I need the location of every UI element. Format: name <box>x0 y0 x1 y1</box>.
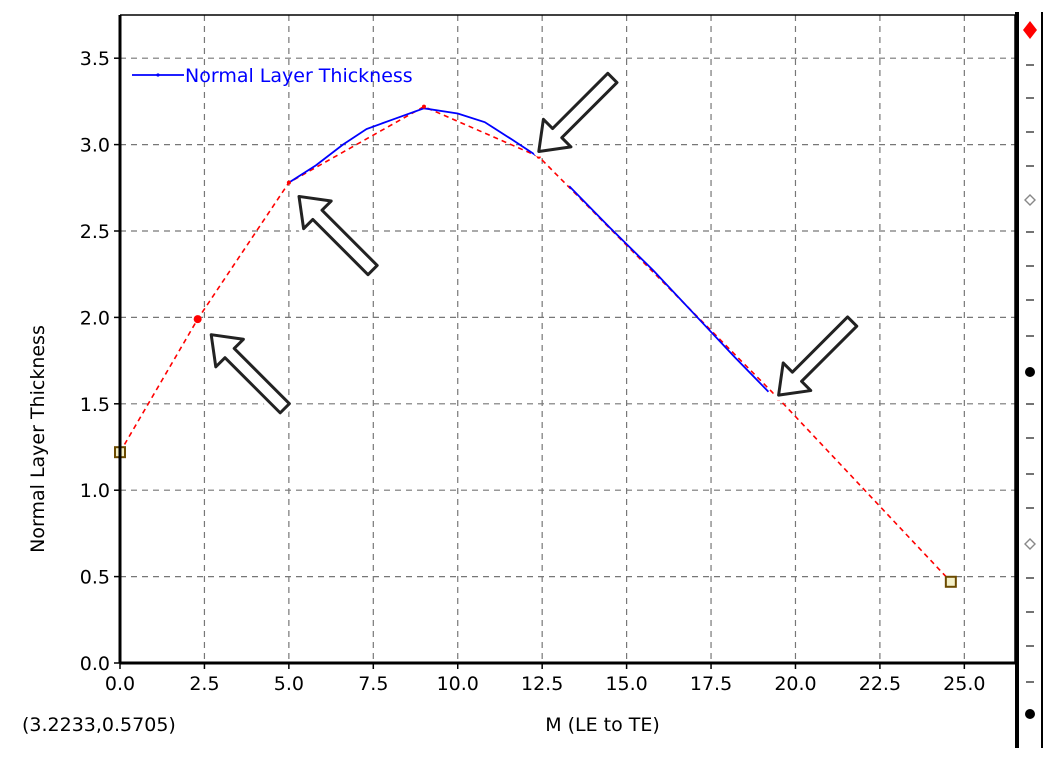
annotation-arrow <box>777 315 859 397</box>
control-point[interactable] <box>421 104 426 109</box>
y-tick-label: 3.5 <box>80 48 110 70</box>
x-tick-label: 20.0 <box>774 673 816 695</box>
annotation-arrow <box>209 333 291 415</box>
x-tick-label: 17.5 <box>690 673 732 695</box>
y-tick-label: 3.0 <box>80 135 110 157</box>
grid <box>120 15 1015 663</box>
x-tick-label: 12.5 <box>521 673 563 695</box>
side-handle-hollow-diamond[interactable] <box>1024 194 1036 206</box>
annotation-arrow <box>297 194 379 277</box>
side-handle-black-dot[interactable] <box>1025 367 1035 377</box>
annotation-arrow <box>537 71 619 154</box>
x-tick-label: 2.5 <box>189 673 219 695</box>
side-handle-hollow-diamond[interactable] <box>1024 538 1036 550</box>
y-axis-title: Normal Layer Thickness <box>27 325 49 553</box>
legend: Normal Layer Thickness <box>132 65 413 87</box>
annotation-arrows <box>206 68 862 419</box>
series-line-2 <box>568 185 770 393</box>
y-tick-label: 0.5 <box>80 567 110 589</box>
side-handle-strip[interactable] <box>1015 12 1043 748</box>
x-tick-label: 7.5 <box>358 673 388 695</box>
series-line-1 <box>288 107 536 184</box>
control-point[interactable] <box>286 180 291 185</box>
side-handle-black-dot[interactable] <box>1025 709 1035 719</box>
y-tick-label: 2.0 <box>80 307 110 329</box>
y-tick-label: 0.0 <box>80 653 110 675</box>
coordinate-readout: (3.2233,0.5705) <box>22 714 176 736</box>
x-tick-label: 22.5 <box>859 673 901 695</box>
y-tick-label: 1.5 <box>80 394 110 416</box>
legend-entry-label: Normal Layer Thickness <box>185 65 413 87</box>
control-point[interactable] <box>193 315 202 324</box>
x-tick-label: 5.0 <box>274 673 304 695</box>
y-tick-label: 1.0 <box>80 480 110 502</box>
x-tick-label: 15.0 <box>605 673 647 695</box>
x-tick-label: 25.0 <box>943 673 985 695</box>
x-tick-label: 10.0 <box>437 673 479 695</box>
legend-marker <box>156 73 160 77</box>
endpoint-marker[interactable] <box>944 575 957 588</box>
y-tick-label: 2.5 <box>80 221 110 243</box>
x-tick-label: 0.0 <box>105 673 135 695</box>
x-axis-title: M (LE to TE) <box>545 714 660 736</box>
tick-labels: 0.0 2.5 5.0 7.5 10.0 12.5 15.0 17.5 20.0 22.5 25.0… <box>80 48 986 695</box>
side-handle-red-diamond[interactable] <box>1023 21 1037 39</box>
